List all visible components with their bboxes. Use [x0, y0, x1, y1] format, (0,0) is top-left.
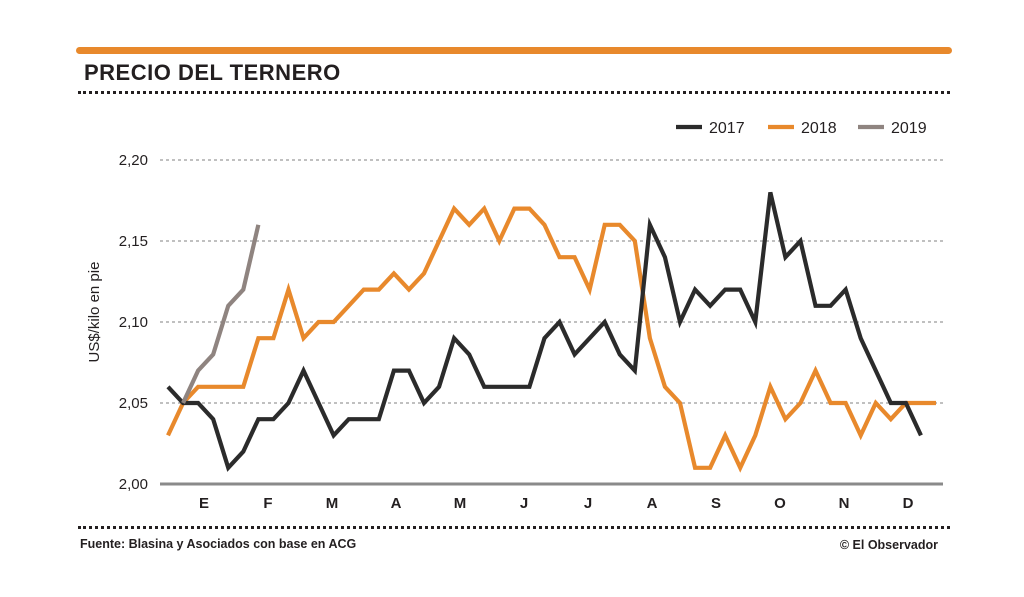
x-tick-label: M: [326, 495, 339, 512]
legend: 2017 2018 2019: [676, 120, 927, 137]
legend-label-2018: 2018: [801, 120, 837, 137]
x-tick-label: J: [520, 495, 528, 512]
y-tick-label: 2,00: [119, 476, 148, 493]
top-dotted-divider: [78, 91, 950, 94]
y-tick-label: 2,15: [119, 233, 148, 250]
y-axis-ticks: 2,00 2,05 2,10 2,15 2,20: [119, 152, 148, 493]
y-tick-label: 2,05: [119, 395, 148, 412]
y-axis-label: US$/kilo en pie: [86, 262, 103, 363]
source-note: Fuente: Blasina y Asociados con base en …: [80, 537, 357, 551]
header-accent-bar: [76, 47, 952, 54]
x-tick-label: N: [839, 495, 850, 512]
x-tick-label: A: [391, 495, 402, 512]
x-tick-label: A: [647, 495, 658, 512]
series-line-2019: [181, 224, 261, 404]
legend-label-2019: 2019: [891, 120, 927, 137]
x-tick-label: E: [199, 495, 209, 512]
bottom-dotted-divider: [78, 526, 950, 529]
series-line-2017: [166, 191, 923, 472]
y-tick-label: 2,10: [119, 314, 148, 331]
chart-title: PRECIO DEL TERNERO: [84, 60, 341, 85]
series-line-2018: [166, 204, 936, 473]
y-tick-label: 2,20: [119, 152, 148, 169]
x-tick-label: M: [454, 495, 467, 512]
x-tick-label: D: [903, 495, 914, 512]
series-lines: [166, 191, 936, 473]
gridlines: [160, 159, 943, 404]
x-tick-label: J: [584, 495, 592, 512]
publisher-credit: © El Observador: [839, 538, 938, 552]
x-tick-label: O: [774, 495, 786, 512]
legend-label-2017: 2017: [709, 120, 745, 137]
x-tick-label: F: [263, 495, 272, 512]
x-tick-label: S: [711, 495, 721, 512]
